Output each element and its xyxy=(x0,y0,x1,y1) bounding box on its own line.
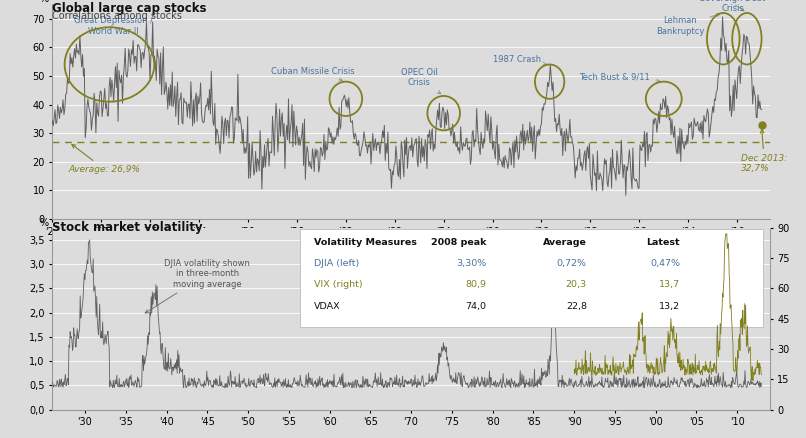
Text: OPEC Oil
Crisis: OPEC Oil Crisis xyxy=(401,68,441,94)
Text: Stock market volatility: Stock market volatility xyxy=(52,221,203,234)
Text: Dec 2013:
32,7%: Dec 2013: 32,7% xyxy=(742,130,787,173)
Text: Latest: Latest xyxy=(646,238,680,247)
Text: 1987 Crash: 1987 Crash xyxy=(493,56,546,65)
Text: Average: Average xyxy=(543,238,587,247)
Text: 74,0: 74,0 xyxy=(465,301,486,311)
Text: 22,8: 22,8 xyxy=(566,301,587,311)
Text: 0,72%: 0,72% xyxy=(557,259,587,268)
Text: VDAX: VDAX xyxy=(314,301,341,311)
Text: DJIA volatility shown
in three-month
moving average: DJIA volatility shown in three-month mov… xyxy=(145,259,250,313)
Text: Lehman
Bankruptcy: Lehman Bankruptcy xyxy=(656,14,720,36)
Text: Volatility Measures: Volatility Measures xyxy=(314,238,417,247)
Text: 2008 peak: 2008 peak xyxy=(431,238,486,247)
Text: 0,47%: 0,47% xyxy=(650,259,680,268)
Text: Tech Bust & 9/11: Tech Bust & 9/11 xyxy=(580,73,660,83)
Text: %: % xyxy=(39,218,49,228)
Text: 3,30%: 3,30% xyxy=(456,259,486,268)
Text: Global large cap stocks: Global large cap stocks xyxy=(52,2,207,15)
Text: Average: 26,9%: Average: 26,9% xyxy=(69,145,141,174)
Text: DJIA (left): DJIA (left) xyxy=(314,259,359,268)
Text: %: % xyxy=(39,0,49,4)
Text: VIX (right): VIX (right) xyxy=(314,280,363,289)
Text: 20,3: 20,3 xyxy=(566,280,587,289)
FancyBboxPatch shape xyxy=(300,229,762,327)
Text: 80,9: 80,9 xyxy=(465,280,486,289)
Text: Cuban Missile Crisis: Cuban Missile Crisis xyxy=(272,67,355,81)
Text: Correlations among stocks: Correlations among stocks xyxy=(52,11,182,21)
Text: Great Depression /
World War II: Great Depression / World War II xyxy=(74,17,153,36)
Text: Sovereign Debt
Crisis: Sovereign Debt Crisis xyxy=(700,0,766,13)
Text: 13,7: 13,7 xyxy=(659,280,680,289)
Text: 13,2: 13,2 xyxy=(659,301,680,311)
